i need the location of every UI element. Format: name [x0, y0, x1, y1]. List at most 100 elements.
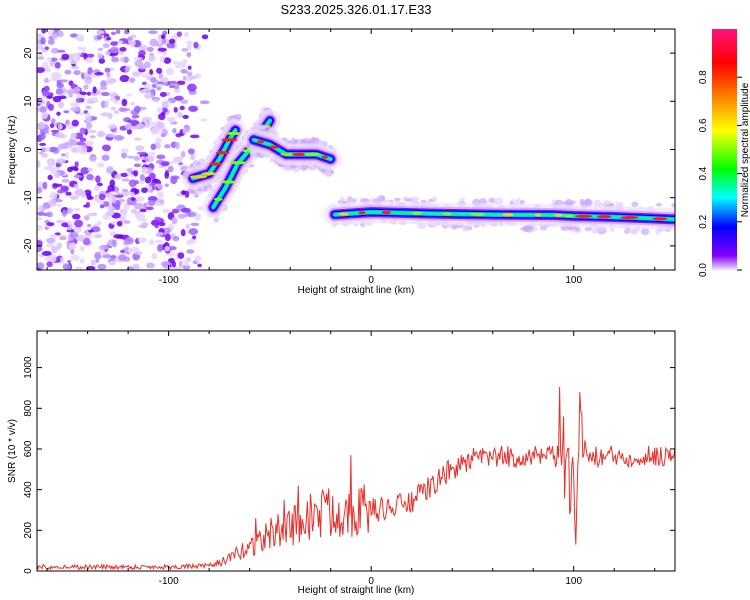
noise-blob: [55, 163, 61, 168]
noise-blob: [181, 190, 186, 195]
halo-blob: [625, 229, 630, 234]
noise-blob: [85, 122, 93, 130]
noise-blob: [159, 91, 167, 97]
noise-blob: [50, 118, 56, 125]
noise-blob: [148, 30, 158, 35]
snr-xlabel: Height of straight line (km): [298, 585, 415, 596]
noise-blob: [146, 46, 154, 52]
y-tick-label: 200: [23, 522, 34, 539]
noise-blob: [151, 83, 158, 88]
noise-blob: [172, 266, 183, 270]
y-tick-label: 0: [23, 568, 34, 574]
halo-blob: [432, 196, 438, 203]
noise-blob: [120, 76, 126, 81]
noise-blob: [81, 46, 86, 52]
noise-blob: [164, 171, 170, 179]
noise-blob: [86, 213, 96, 217]
y-tick-label: 400: [23, 481, 34, 498]
noise-blob: [201, 34, 209, 40]
noise-blob: [85, 57, 94, 64]
colorbar-tick-label: 0.4: [698, 166, 709, 180]
noise-blob: [75, 93, 81, 99]
noise-blob: [48, 254, 58, 263]
noise-blob: [167, 165, 174, 173]
noise-blob: [69, 231, 79, 239]
noise-blob: [125, 236, 134, 245]
noise-blob: [86, 53, 95, 58]
noise-blob: [87, 129, 97, 134]
noise-blob: [157, 183, 163, 191]
noise-blob: [56, 242, 62, 249]
noise-blob: [156, 154, 166, 160]
noise-blob: [121, 98, 128, 107]
noise-blob: [37, 216, 43, 221]
noise-blob: [113, 110, 120, 115]
halo-blob: [478, 198, 488, 206]
noise-blob: [189, 134, 200, 139]
halo-blob: [595, 226, 606, 232]
noise-blob: [180, 229, 186, 237]
noise-blob: [157, 38, 163, 45]
halo-blob: [575, 226, 580, 232]
noise-blob: [168, 80, 178, 85]
halo-blob: [325, 171, 331, 175]
noise-blob: [126, 93, 133, 97]
noise-blob: [46, 261, 53, 268]
noise-blob: [133, 170, 139, 177]
flat-band: [323, 195, 675, 236]
noise-blob: [180, 150, 186, 158]
hot-spot: [502, 213, 514, 217]
halo-blob: [300, 164, 309, 170]
noise-blob: [54, 171, 61, 179]
noise-blob: [123, 29, 130, 35]
noise-blob: [48, 160, 53, 169]
noise-blob: [70, 65, 80, 70]
noise-blob: [102, 253, 112, 259]
hot-spot: [575, 214, 593, 218]
halo-blob: [410, 196, 420, 202]
noise-blob: [41, 153, 48, 158]
noise-blob: [164, 144, 171, 149]
snr-series-line: [37, 386, 675, 571]
noise-blob: [187, 148, 195, 155]
noise-blob: [94, 72, 104, 76]
noise-blob: [150, 77, 157, 84]
noise-blob: [74, 219, 84, 228]
noise-blob: [184, 124, 191, 133]
noise-blob: [133, 163, 141, 168]
noise-blob: [70, 132, 78, 138]
colorbar-tick-label: 0.0: [698, 263, 709, 277]
noise-blob: [110, 31, 117, 36]
noise-blob: [64, 69, 72, 75]
noise-blob: [108, 260, 117, 266]
noise-blob: [155, 83, 165, 88]
noise-blob: [86, 100, 96, 104]
noise-blob: [186, 239, 194, 246]
noise-blob: [120, 108, 131, 112]
noise-blob: [69, 242, 77, 250]
noise-blob: [150, 92, 155, 98]
noise-blob: [97, 162, 105, 168]
noise-blob: [41, 250, 52, 257]
noise-blob: [144, 176, 152, 184]
noise-blob: [85, 116, 93, 123]
noise-blob: [172, 157, 182, 164]
noise-blob: [185, 40, 194, 44]
noise-blob: [87, 167, 93, 172]
halo-blob: [488, 197, 496, 204]
noise-blob: [46, 243, 55, 248]
noise-blob: [168, 116, 176, 124]
halo-blob: [199, 157, 205, 165]
noise-blob: [160, 34, 166, 40]
noise-blob: [126, 168, 134, 173]
noise-blob: [97, 263, 107, 270]
noise-blob: [86, 173, 94, 181]
noise-blob: [37, 181, 45, 189]
noise-blob: [55, 219, 66, 224]
noise-blob: [106, 210, 115, 217]
noise-blob: [52, 33, 58, 40]
noise-blob: [131, 263, 140, 270]
noise-blob: [37, 43, 43, 51]
